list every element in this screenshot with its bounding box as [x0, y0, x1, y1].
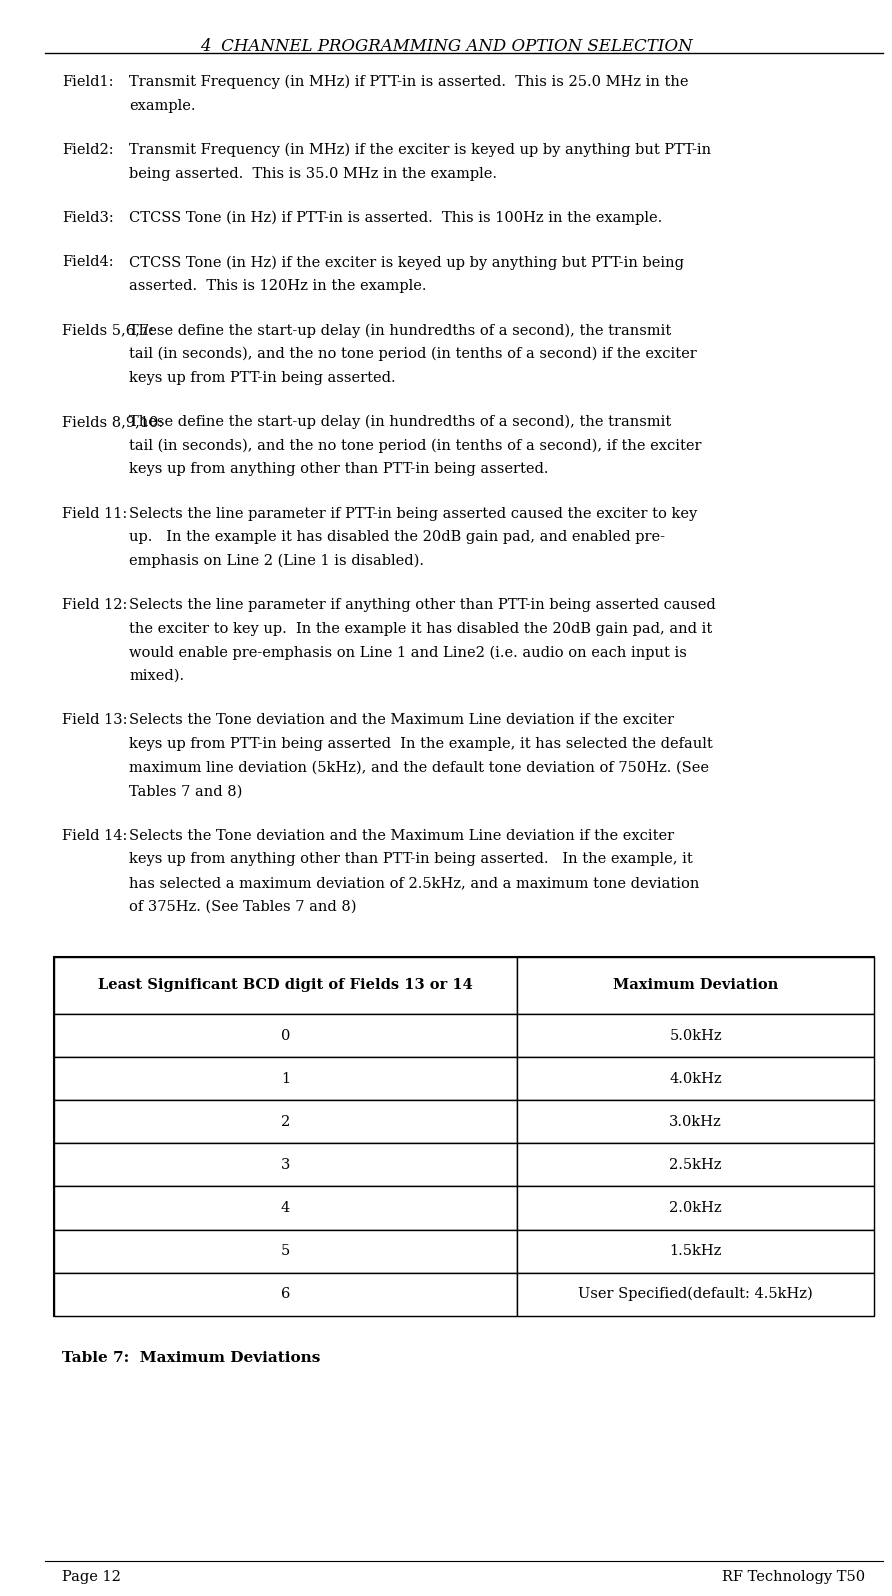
- Text: Transmit Frequency (in MHz) if PTT-in is asserted.  This is 25.0 MHz in the: Transmit Frequency (in MHz) if PTT-in is…: [129, 75, 689, 89]
- Text: CTCSS Tone (in Hz) if the exciter is keyed up by anything but PTT-in being: CTCSS Tone (in Hz) if the exciter is key…: [129, 255, 684, 270]
- Text: up.   In the example it has disabled the 20dB gain pad, and enabled pre-: up. In the example it has disabled the 2…: [129, 530, 665, 544]
- Text: 0: 0: [281, 1029, 290, 1042]
- Text: CTCSS Tone (in Hz) if PTT-in is asserted.  This is 100Hz in the example.: CTCSS Tone (in Hz) if PTT-in is asserted…: [129, 211, 663, 225]
- Text: Table 7:  Maximum Deviations: Table 7: Maximum Deviations: [62, 1350, 321, 1365]
- FancyBboxPatch shape: [54, 1272, 517, 1315]
- Text: Selects the Tone deviation and the Maximum Line deviation if the exciter: Selects the Tone deviation and the Maxim…: [129, 713, 674, 728]
- Text: Field 11:: Field 11:: [62, 506, 128, 520]
- Text: of 375Hz. (See Tables 7 and 8): of 375Hz. (See Tables 7 and 8): [129, 900, 357, 913]
- FancyBboxPatch shape: [517, 1272, 874, 1315]
- FancyBboxPatch shape: [517, 956, 874, 1013]
- Text: keys up from anything other than PTT-in being asserted.   In the example, it: keys up from anything other than PTT-in …: [129, 852, 693, 867]
- Text: 2: 2: [281, 1116, 290, 1128]
- FancyBboxPatch shape: [517, 1057, 874, 1100]
- Text: Tables 7 and 8): Tables 7 and 8): [129, 784, 243, 798]
- Text: emphasis on Line 2 (Line 1 is disabled).: emphasis on Line 2 (Line 1 is disabled).: [129, 554, 425, 568]
- Text: asserted.  This is 120Hz in the example.: asserted. This is 120Hz in the example.: [129, 279, 427, 294]
- Text: Field1:: Field1:: [62, 75, 114, 89]
- Text: keys up from anything other than PTT-in being asserted.: keys up from anything other than PTT-in …: [129, 463, 549, 476]
- FancyBboxPatch shape: [54, 1229, 517, 1272]
- Text: Field3:: Field3:: [62, 211, 114, 225]
- Text: Selects the line parameter if anything other than PTT-in being asserted caused: Selects the line parameter if anything o…: [129, 598, 716, 613]
- Text: Field4:: Field4:: [62, 255, 114, 270]
- Text: the exciter to key up.  In the example it has disabled the 20dB gain pad, and it: the exciter to key up. In the example it…: [129, 622, 713, 635]
- FancyBboxPatch shape: [54, 1057, 517, 1100]
- Text: Field2:: Field2:: [62, 144, 114, 156]
- Text: 6: 6: [281, 1288, 290, 1301]
- Text: Page 12: Page 12: [62, 1570, 121, 1585]
- Text: 1: 1: [281, 1073, 290, 1085]
- Text: 2.0kHz: 2.0kHz: [669, 1202, 722, 1215]
- Text: RF Technology T50: RF Technology T50: [723, 1570, 865, 1585]
- FancyBboxPatch shape: [517, 1100, 874, 1143]
- FancyBboxPatch shape: [54, 956, 874, 1315]
- FancyBboxPatch shape: [54, 1186, 517, 1229]
- Text: User Specified(default: 4.5kHz): User Specified(default: 4.5kHz): [578, 1286, 813, 1301]
- FancyBboxPatch shape: [517, 1186, 874, 1229]
- FancyBboxPatch shape: [54, 1013, 517, 1057]
- Text: 4  CHANNEL PROGRAMMING AND OPTION SELECTION: 4 CHANNEL PROGRAMMING AND OPTION SELECTI…: [200, 38, 692, 56]
- FancyBboxPatch shape: [517, 1229, 874, 1272]
- FancyBboxPatch shape: [517, 1143, 874, 1186]
- FancyBboxPatch shape: [517, 1013, 874, 1057]
- Text: keys up from PTT-in being asserted  In the example, it has selected the default: keys up from PTT-in being asserted In th…: [129, 737, 713, 752]
- Text: mixed).: mixed).: [129, 669, 185, 683]
- Text: Field 12:: Field 12:: [62, 598, 128, 613]
- Text: 3.0kHz: 3.0kHz: [669, 1116, 722, 1128]
- Text: example.: example.: [129, 99, 196, 113]
- Text: 5: 5: [281, 1245, 290, 1258]
- Text: tail (in seconds), and the no tone period (in tenths of a second), if the excite: tail (in seconds), and the no tone perio…: [129, 439, 702, 453]
- Text: Selects the Tone deviation and the Maximum Line deviation if the exciter: Selects the Tone deviation and the Maxim…: [129, 828, 674, 843]
- Text: These define the start-up delay (in hundredths of a second), the transmit: These define the start-up delay (in hund…: [129, 324, 672, 338]
- Text: being asserted.  This is 35.0 MHz in the example.: being asserted. This is 35.0 MHz in the …: [129, 166, 498, 180]
- Text: would enable pre-emphasis on Line 1 and Line2 (i.e. audio on each input is: would enable pre-emphasis on Line 1 and …: [129, 645, 687, 659]
- Text: Selects the line parameter if PTT-in being asserted caused the exciter to key: Selects the line parameter if PTT-in bei…: [129, 506, 698, 520]
- Text: 4: 4: [281, 1202, 290, 1215]
- FancyBboxPatch shape: [54, 1100, 517, 1143]
- Text: maximum line deviation (5kHz), and the default tone deviation of 750Hz. (See: maximum line deviation (5kHz), and the d…: [129, 761, 709, 774]
- Text: Transmit Frequency (in MHz) if the exciter is keyed up by anything but PTT-in: Transmit Frequency (in MHz) if the excit…: [129, 144, 712, 158]
- FancyBboxPatch shape: [54, 1143, 517, 1186]
- Text: These define the start-up delay (in hundredths of a second), the transmit: These define the start-up delay (in hund…: [129, 415, 672, 429]
- Text: Fields 8,9,10:: Fields 8,9,10:: [62, 415, 164, 429]
- Text: 4.0kHz: 4.0kHz: [669, 1073, 722, 1085]
- Text: keys up from PTT-in being asserted.: keys up from PTT-in being asserted.: [129, 370, 396, 385]
- Text: tail (in seconds), and the no tone period (in tenths of a second) if the exciter: tail (in seconds), and the no tone perio…: [129, 346, 697, 361]
- Text: 3: 3: [281, 1159, 290, 1171]
- Text: Field 13:: Field 13:: [62, 713, 128, 728]
- Text: Field 14:: Field 14:: [62, 828, 128, 843]
- Text: Least Significant BCD digit of Fields 13 or 14: Least Significant BCD digit of Fields 13…: [98, 978, 473, 993]
- Text: 2.5kHz: 2.5kHz: [669, 1159, 722, 1171]
- Text: Fields 5,6,7:: Fields 5,6,7:: [62, 324, 154, 337]
- Text: Maximum Deviation: Maximum Deviation: [613, 978, 779, 993]
- Text: 1.5kHz: 1.5kHz: [670, 1245, 722, 1258]
- FancyBboxPatch shape: [54, 956, 517, 1013]
- Text: 5.0kHz: 5.0kHz: [669, 1029, 722, 1042]
- Text: has selected a maximum deviation of 2.5kHz, and a maximum tone deviation: has selected a maximum deviation of 2.5k…: [129, 876, 699, 891]
